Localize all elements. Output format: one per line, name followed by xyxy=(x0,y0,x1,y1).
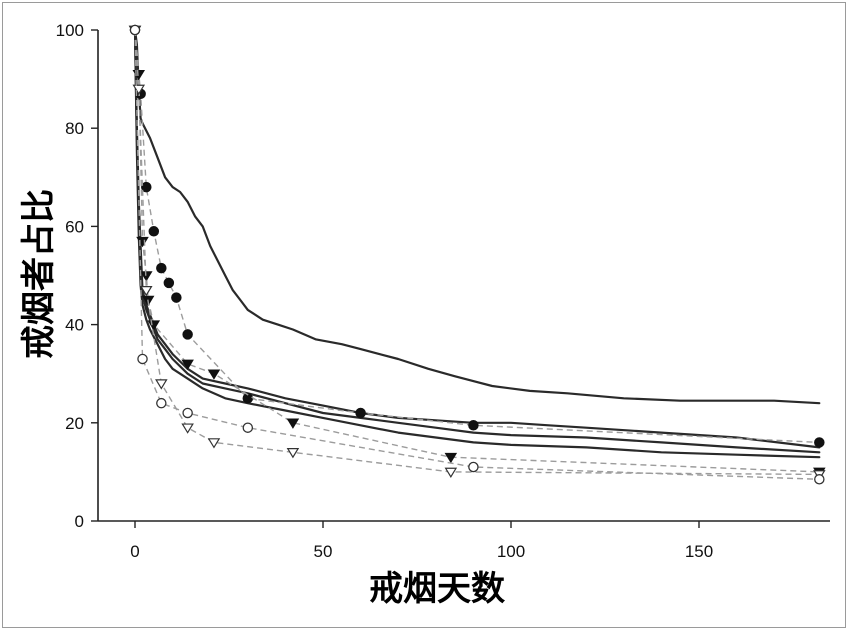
y-tick-label: 20 xyxy=(65,414,84,433)
data-point xyxy=(140,285,153,297)
x-tick-label: 150 xyxy=(685,542,713,561)
solid-line-2 xyxy=(133,28,821,449)
dashed-line-open-triangle-down xyxy=(134,29,820,476)
data-point xyxy=(814,437,825,448)
x-axis-title: 戒烟天数 xyxy=(369,569,505,609)
dashed-line-filled-circle xyxy=(134,29,820,444)
x-tick-label: 100 xyxy=(497,542,525,561)
data-point xyxy=(444,467,458,478)
data-point xyxy=(181,359,194,370)
y-tick-label: 60 xyxy=(65,217,84,236)
marker-series-filled-triangle-down xyxy=(128,25,826,478)
y-axis-title: 戒烟者占比 xyxy=(19,189,59,359)
data-point xyxy=(171,292,182,303)
data-point xyxy=(286,448,300,459)
solid-line-1 xyxy=(133,28,821,405)
data-point xyxy=(137,353,148,365)
data-point xyxy=(156,397,167,409)
data-point xyxy=(182,329,193,340)
data-point xyxy=(468,461,479,473)
data-point xyxy=(181,423,194,434)
tick-labels: 0 20 40 60 80 100 0 50 100 150 xyxy=(56,21,714,561)
marker-series-filled-circle xyxy=(129,24,825,448)
data-point xyxy=(242,422,254,433)
marker-series-open-triangle-down xyxy=(128,25,826,481)
data-point xyxy=(286,418,300,429)
solid-line-4 xyxy=(133,28,821,459)
y-tick-label: 40 xyxy=(65,316,84,335)
dashed-line-filled-triangle-down xyxy=(134,29,820,473)
x-tick-label: 0 xyxy=(130,542,139,561)
dashed-line-open-circle xyxy=(134,29,820,480)
data-point xyxy=(132,84,146,96)
data-point xyxy=(156,262,167,274)
data-point xyxy=(444,452,458,464)
data-point xyxy=(141,181,152,193)
data-point xyxy=(814,474,825,485)
data-point xyxy=(207,438,221,449)
data-point xyxy=(207,369,221,380)
data-point xyxy=(155,379,168,390)
data-point xyxy=(129,24,141,36)
data-point xyxy=(355,407,366,419)
solid-lines xyxy=(133,28,821,459)
marker-series xyxy=(128,24,826,485)
y-tick-label: 100 xyxy=(56,21,84,40)
axes xyxy=(91,29,830,528)
marker-series-open-circle xyxy=(129,24,825,485)
y-tick-label: 80 xyxy=(65,119,84,138)
y-tick-label: 0 xyxy=(75,512,84,531)
data-point xyxy=(148,226,160,237)
x-tick-label: 50 xyxy=(314,542,333,561)
data-point xyxy=(163,277,175,289)
data-point xyxy=(182,407,193,419)
data-point xyxy=(468,420,479,431)
